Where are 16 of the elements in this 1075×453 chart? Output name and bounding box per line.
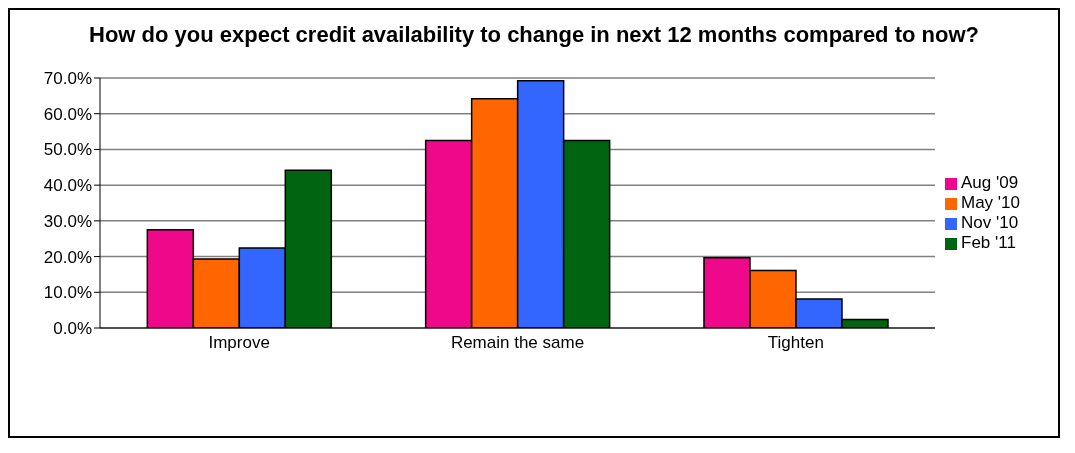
y-tick-label: 30.0% [43,211,92,231]
legend-label: Feb '11 [961,233,1016,252]
y-tick-label: 70.0% [43,69,92,89]
x-tick-label: Tighten [767,333,824,353]
y-tick-label: 0.0% [53,319,92,339]
legend-label: May '10 [961,193,1020,212]
chart-title: How do you expect credit availability to change in next 12 months compared to now? [88,21,980,48]
y-tick-label: 40.0% [43,176,92,196]
y-tick-label: 10.0% [43,283,92,303]
y-tick-label: 50.0% [43,140,92,160]
x-tick-label: Remain the same [450,333,585,353]
y-tick-label: 20.0% [43,247,92,267]
x-tick-label: Improve [208,333,270,353]
y-tick-label: 60.0% [43,104,92,124]
legend-label: Aug '09 [961,173,1019,192]
legend-label: Nov '10 [961,213,1019,232]
